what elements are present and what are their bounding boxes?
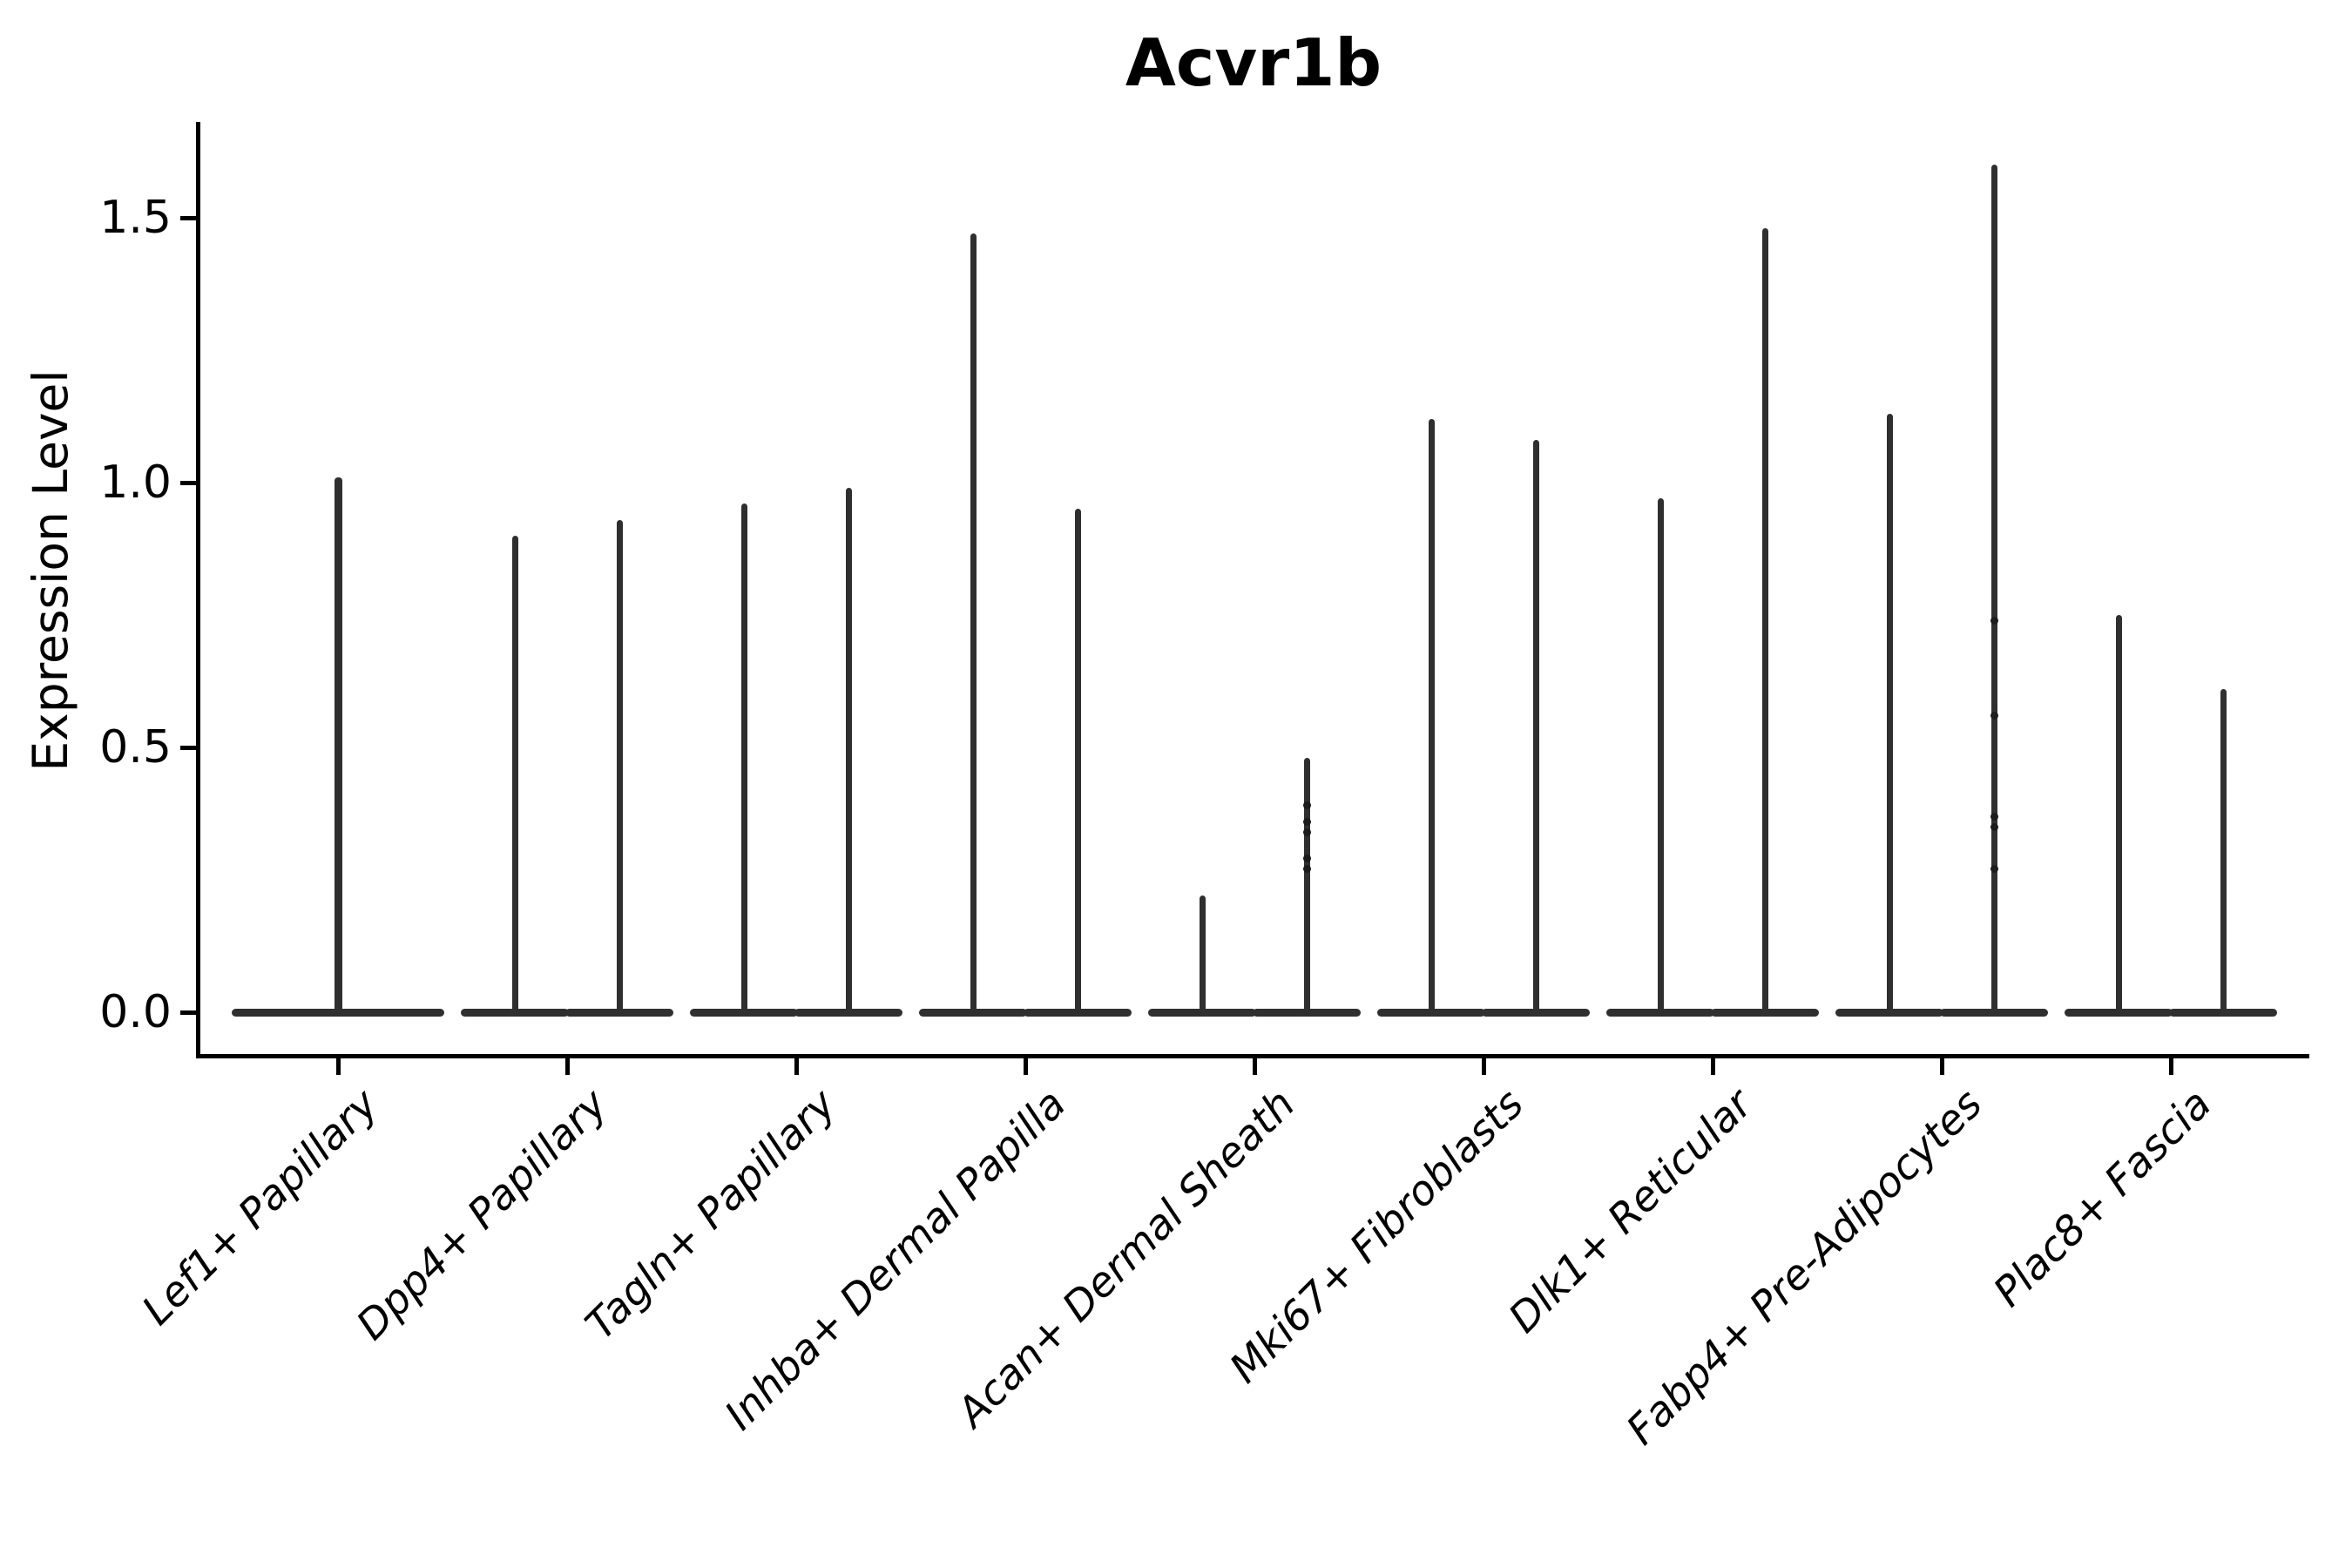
violin-spike [1657,498,1664,1015]
violin-base [1835,1008,1943,1017]
y-tick-label: 1.5 [99,192,172,244]
violin-spike [1303,758,1310,1015]
violin-spike [1761,228,1768,1015]
plot-title: Acvr1b [1125,24,1382,101]
violin-base [690,1008,798,1017]
violin-base [2169,1008,2277,1017]
x-tick-mark [794,1058,799,1075]
cell-point [1990,865,1998,874]
x-axis-spine [196,1054,2309,1058]
y-tick-mark [180,1010,198,1015]
violin-base [461,1008,569,1017]
plot-title-container: Acvr1b [198,24,2309,101]
violin-base [2065,1008,2173,1017]
x-tick-label: Dpp4+ Papillary [347,1080,617,1350]
y-axis-label: Expression Level [23,369,78,772]
y-tick-label: 1.0 [99,456,172,509]
y-tick-mark [180,215,198,220]
violin-base [1024,1008,1132,1017]
violin-spike [845,488,852,1015]
cell-point [1990,822,1998,831]
cell-point [1990,616,1998,625]
violin-spike [334,476,342,1015]
violin-base [232,1008,444,1017]
violin-spike [616,519,623,1015]
x-tick-mark [564,1058,570,1075]
violin-base [1711,1008,1819,1017]
violin-spike [970,233,977,1015]
violin-spike [511,535,518,1015]
cell-point [1302,801,1311,810]
x-tick-mark [1481,1058,1486,1075]
x-tick-mark [1023,1058,1028,1075]
cell-point [1990,812,1998,821]
violin-base [1377,1008,1485,1017]
x-tick-mark [335,1058,341,1075]
cell-point [1302,817,1311,826]
y-tick-mark [180,745,198,750]
x-tick-mark [1252,1058,1257,1075]
violin-spike [1886,413,1893,1015]
violin-base [794,1008,902,1017]
cell-point [1302,865,1311,874]
x-tick-label: Tagln+ Papillary [577,1080,846,1349]
violin-base [1606,1008,1714,1017]
cell-point [1990,712,1998,720]
violin-spike [2220,689,2227,1015]
violin-base [919,1008,1027,1017]
violin-spike [1074,509,1081,1015]
violin-spike [1532,440,1539,1015]
cell-point [1302,828,1311,836]
y-tick-mark [180,480,198,485]
violin-spike [1199,896,1206,1015]
y-tick-label: 0.5 [99,721,172,774]
violin-spike [1428,419,1435,1015]
x-tick-label: Plac8+ Fascia [1984,1080,2220,1317]
violin-spike [1990,165,1997,1015]
x-tick-label: Dlk1+ Reticular [1499,1080,1762,1342]
y-tick-label: 0.0 [99,986,172,1038]
x-tick-mark [2168,1058,2173,1075]
y-axis-spine [196,122,200,1057]
x-tick-label: Lef1+ Papillary [132,1080,388,1335]
violin-base [1253,1008,1361,1017]
violin-base [565,1008,673,1017]
violin-base [1940,1008,2048,1017]
violin-base [1148,1008,1256,1017]
violin-spike [2115,615,2122,1015]
x-tick-mark [1939,1058,1944,1075]
violin-spike [740,504,747,1015]
x-tick-mark [1710,1058,1715,1075]
violin-base [1482,1008,1590,1017]
cell-point [1302,855,1311,863]
